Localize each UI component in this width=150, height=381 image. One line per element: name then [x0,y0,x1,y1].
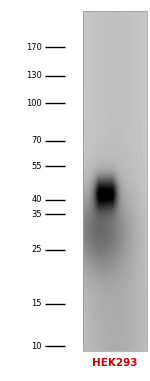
Text: 100: 100 [26,99,42,108]
Text: 170: 170 [26,43,42,52]
Text: 130: 130 [26,71,42,80]
Text: 10: 10 [32,342,42,351]
Text: HEK293: HEK293 [92,358,138,368]
Text: 15: 15 [32,299,42,308]
Text: 70: 70 [31,136,42,146]
Text: 35: 35 [31,210,42,219]
Text: 25: 25 [32,245,42,254]
Bar [83,11,147,351]
Text: 55: 55 [32,162,42,171]
Text: 40: 40 [32,195,42,205]
